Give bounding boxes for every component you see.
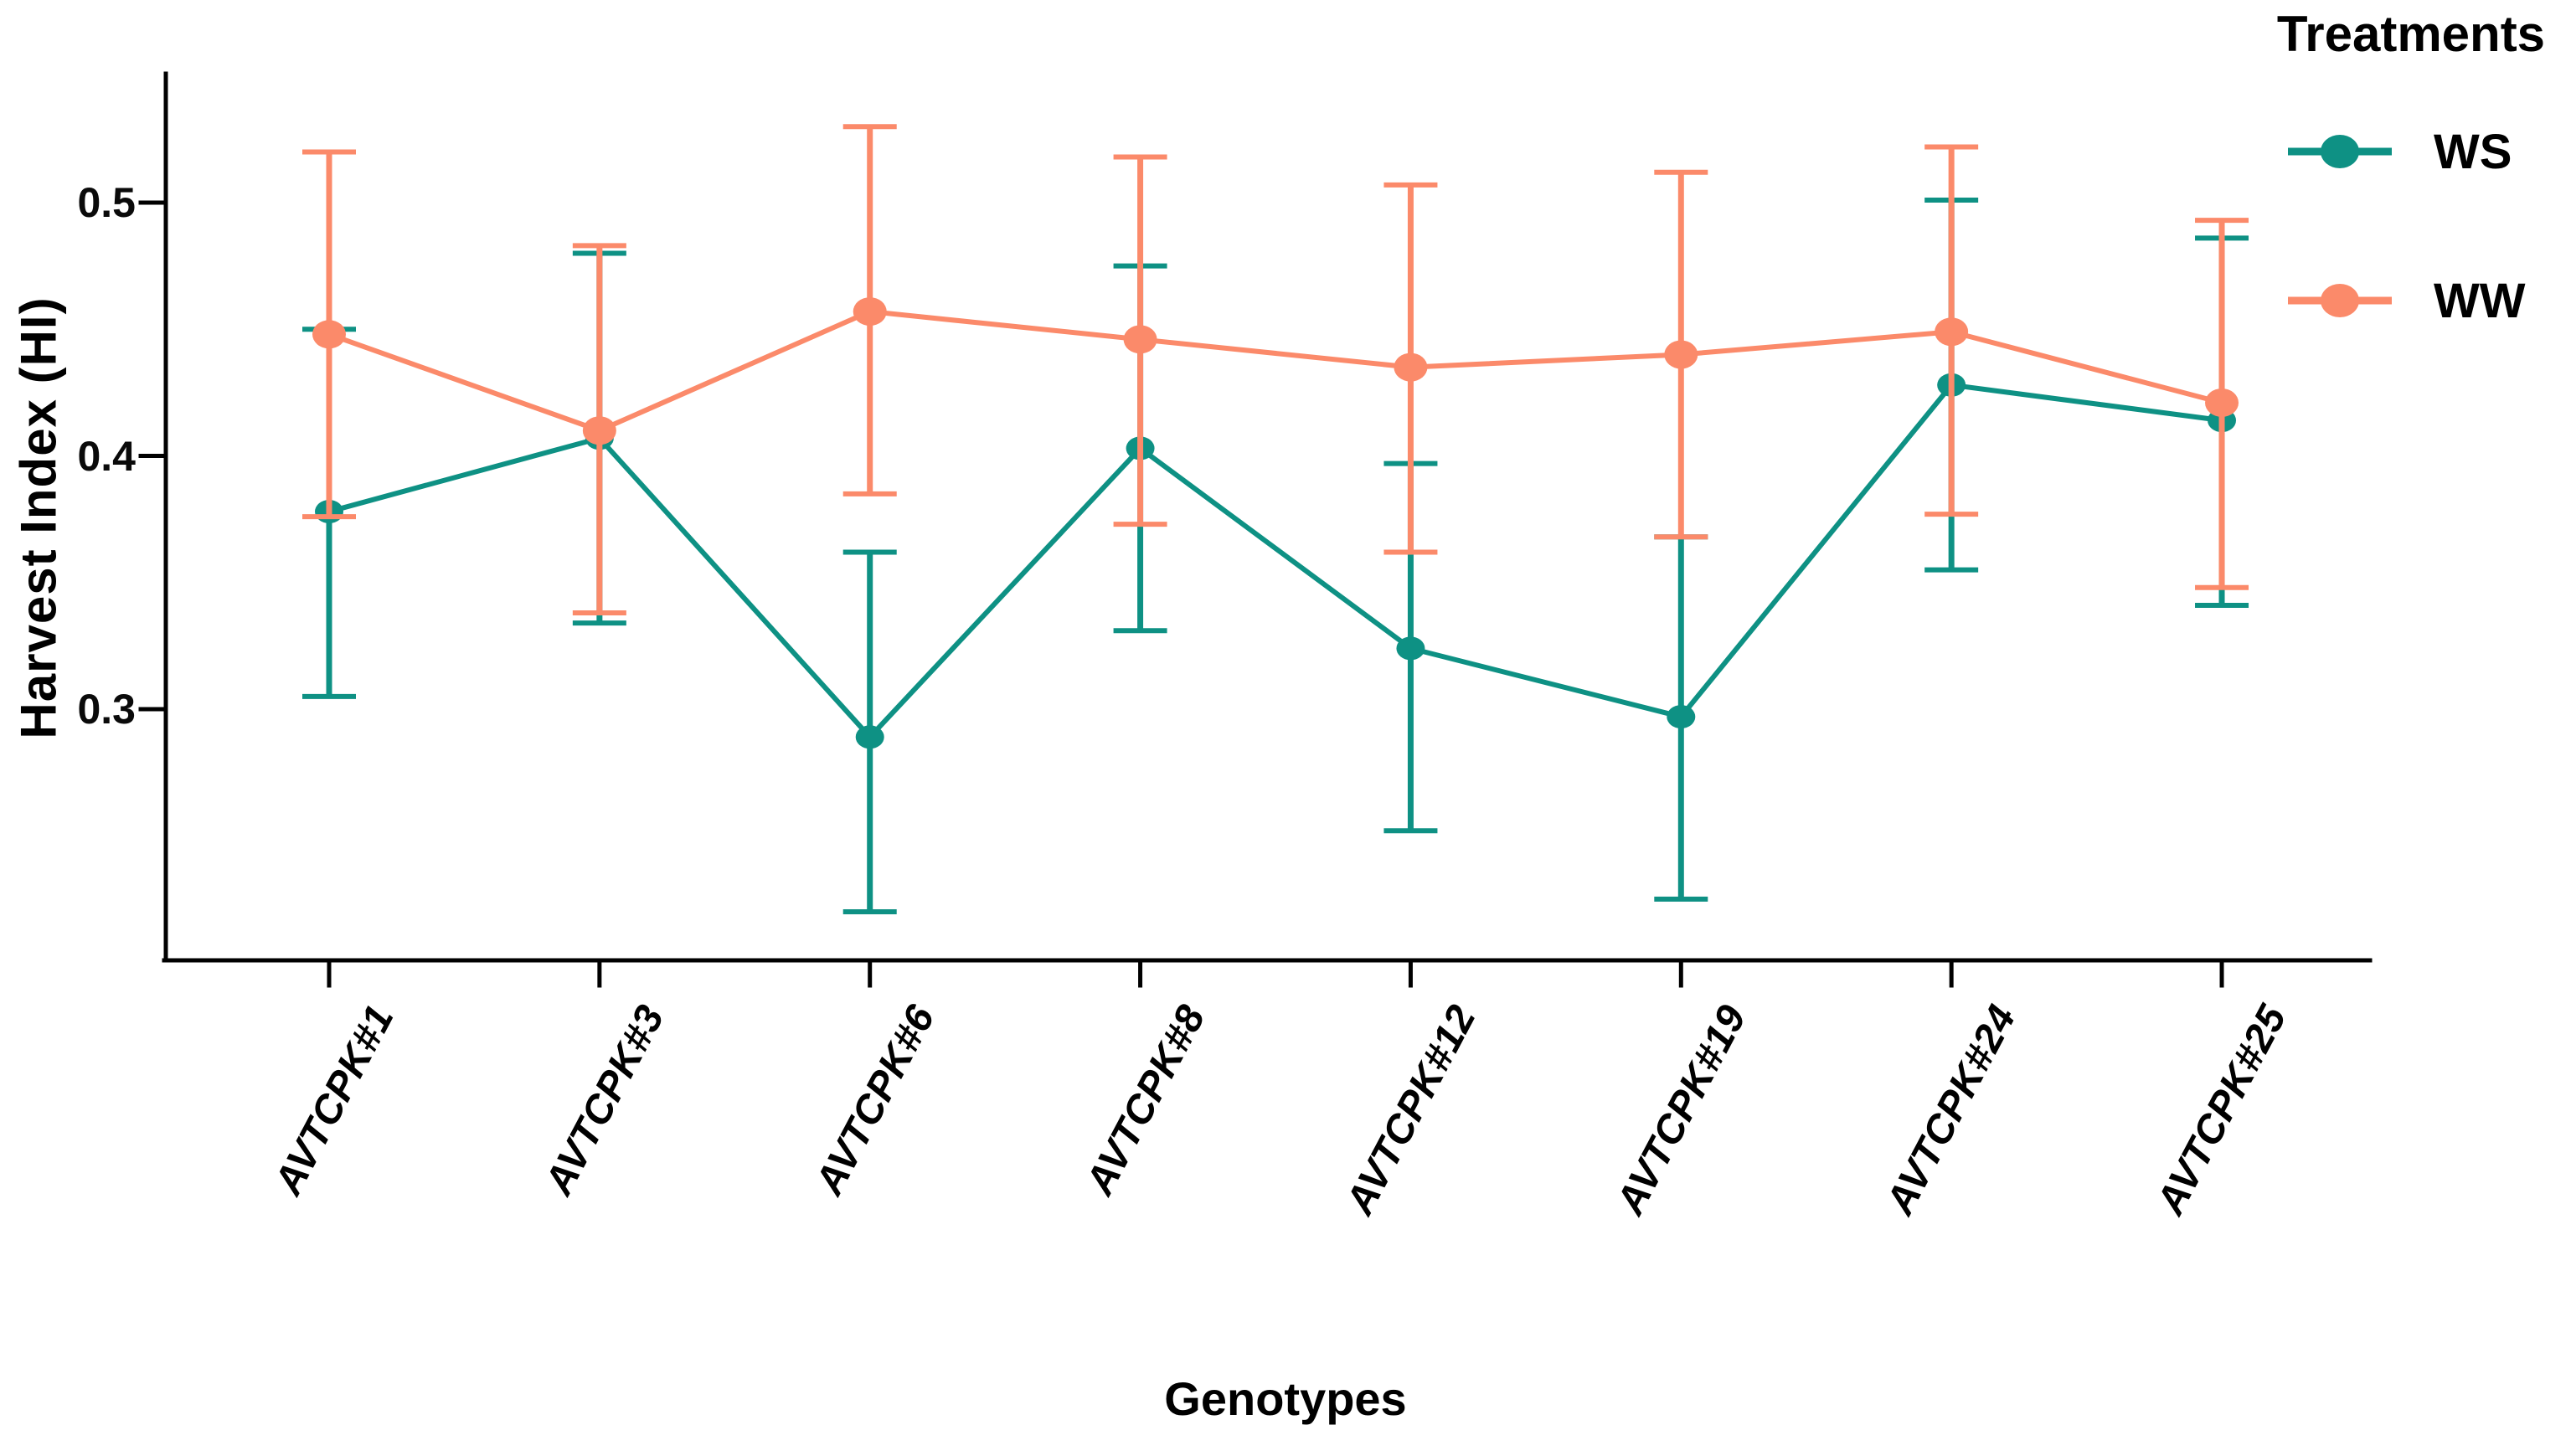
legend-item-label: WW bbox=[2434, 273, 2526, 328]
y-tick-label: 0.5 bbox=[77, 179, 136, 226]
data-point-WS bbox=[1667, 705, 1696, 729]
legend: Treatments WS WW bbox=[2251, 5, 2571, 409]
axes bbox=[138, 71, 2373, 988]
y-tick-label: 0.3 bbox=[77, 686, 136, 733]
legend-item-label: WS bbox=[2434, 124, 2512, 179]
ws-series-key-icon bbox=[2288, 135, 2392, 168]
data-point-WW bbox=[312, 320, 346, 349]
data-point-WS bbox=[1396, 636, 1425, 661]
series-WW bbox=[302, 124, 2249, 616]
legend-title: Treatments bbox=[2276, 6, 2546, 62]
data-point-WW bbox=[1394, 352, 1428, 382]
y-tick-label: 0.4 bbox=[77, 433, 136, 480]
legend-item-ww: WW bbox=[2285, 260, 2526, 341]
ww-series-key-icon bbox=[2288, 284, 2392, 317]
data-point-WW bbox=[2205, 388, 2239, 417]
data-point-WW bbox=[1935, 317, 1969, 347]
data-point-WW bbox=[1664, 340, 1698, 369]
x-axis-title: Genotypes bbox=[1164, 1372, 1407, 1425]
data-point-WW bbox=[582, 416, 616, 445]
series-WS bbox=[302, 197, 2249, 914]
legend-item-ws: WS bbox=[2285, 111, 2512, 192]
y-axis-title: Harvest Index (HI) bbox=[0, 74, 77, 961]
data-point-WW bbox=[1123, 325, 1157, 354]
data-point-WS bbox=[855, 725, 884, 749]
data-point-WW bbox=[853, 297, 887, 327]
y-axis-title-text: Harvest Index (HI) bbox=[10, 296, 67, 739]
